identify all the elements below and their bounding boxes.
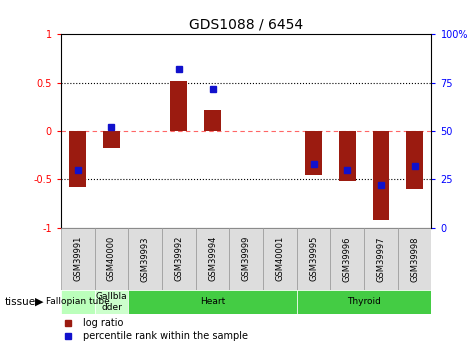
Bar	[61, 228, 95, 290]
Bar	[61, 290, 95, 314]
Text: GSM39995: GSM39995	[309, 236, 318, 282]
Bar	[398, 228, 431, 290]
Text: GSM39998: GSM39998	[410, 236, 419, 282]
Bar	[196, 228, 229, 290]
Bar	[331, 228, 364, 290]
Text: GSM39997: GSM39997	[377, 236, 386, 282]
Text: GSM39996: GSM39996	[343, 236, 352, 282]
Bar	[305, 131, 322, 175]
Text: log ratio: log ratio	[83, 318, 123, 328]
Bar	[204, 110, 221, 131]
Text: percentile rank within the sample: percentile rank within the sample	[83, 331, 248, 341]
Text: ▶: ▶	[35, 297, 44, 307]
Bar	[339, 131, 356, 181]
Text: GSM39993: GSM39993	[141, 236, 150, 282]
Title: GDS1088 / 6454: GDS1088 / 6454	[189, 18, 303, 32]
Text: Gallbla
dder: Gallbla dder	[96, 292, 127, 312]
Bar	[69, 131, 86, 187]
Text: GSM39994: GSM39994	[208, 236, 217, 282]
Bar	[297, 290, 431, 314]
Text: GSM39999: GSM39999	[242, 236, 251, 282]
Bar	[103, 131, 120, 148]
Bar	[162, 228, 196, 290]
Text: GSM39992: GSM39992	[174, 236, 183, 282]
Bar	[229, 228, 263, 290]
Text: Fallopian tube: Fallopian tube	[46, 297, 110, 306]
Text: Heart: Heart	[200, 297, 225, 306]
Bar	[129, 228, 162, 290]
Bar	[406, 131, 423, 189]
Text: GSM40000: GSM40000	[107, 236, 116, 282]
Bar	[364, 228, 398, 290]
Text: GSM40001: GSM40001	[275, 236, 284, 282]
Bar	[95, 228, 129, 290]
Bar	[297, 228, 331, 290]
Bar	[170, 81, 187, 131]
Text: Thyroid: Thyroid	[347, 297, 381, 306]
Bar	[372, 131, 389, 220]
Bar	[263, 228, 297, 290]
Bar	[129, 290, 297, 314]
Bar	[95, 290, 129, 314]
Text: tissue: tissue	[5, 297, 36, 307]
Text: GSM39991: GSM39991	[73, 236, 83, 282]
